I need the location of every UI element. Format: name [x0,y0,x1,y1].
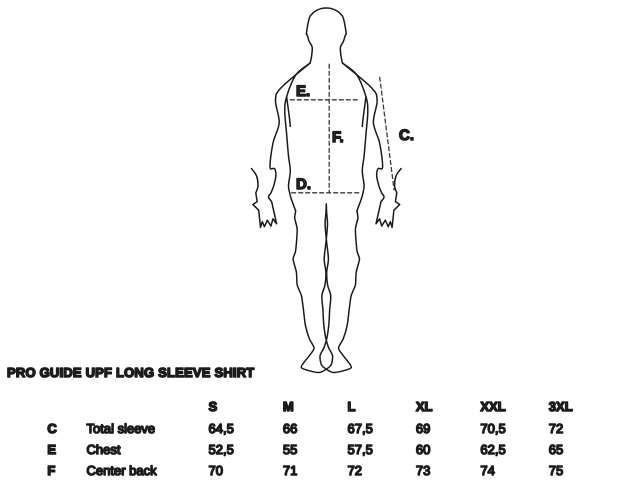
svg-text:70: 70 [209,463,223,478]
svg-text:XL: XL [416,399,433,414]
svg-text:S: S [209,399,218,414]
svg-text:65: 65 [549,442,563,457]
svg-text:75: 75 [549,463,563,478]
svg-text:69: 69 [416,421,430,436]
svg-text:PRO GUIDE UPF LONG SLEEVE SHIR: PRO GUIDE UPF LONG SLEEVE SHIRT [7,365,254,380]
svg-text:F: F [47,463,55,478]
svg-text:C: C [47,421,57,436]
svg-text:66: 66 [283,421,297,436]
svg-text:XXL: XXL [480,399,505,414]
svg-text:57,5: 57,5 [348,442,373,457]
svg-text:F.: F. [332,129,344,146]
svg-text:Total sleeve: Total sleeve [87,421,156,436]
svg-text:M: M [283,399,294,414]
svg-text:3XL: 3XL [549,399,573,414]
svg-text:Chest: Chest [87,442,121,457]
svg-text:C.: C. [399,127,414,144]
svg-text:67,5: 67,5 [348,421,373,436]
svg-text:E.: E. [296,83,310,100]
svg-text:L: L [348,399,356,414]
svg-text:55: 55 [283,442,297,457]
svg-text:71: 71 [283,463,297,478]
svg-text:Center back: Center back [87,463,158,478]
svg-text:60: 60 [416,442,430,457]
svg-text:72: 72 [549,421,563,436]
svg-text:52,5: 52,5 [209,442,234,457]
svg-text:72: 72 [348,463,362,478]
svg-text:74: 74 [480,463,494,478]
svg-text:70,5: 70,5 [480,421,505,436]
svg-text:D.: D. [296,176,311,193]
svg-text:E: E [47,442,56,457]
svg-text:73: 73 [416,463,430,478]
svg-text:62,5: 62,5 [480,442,505,457]
svg-text:64,5: 64,5 [209,421,234,436]
